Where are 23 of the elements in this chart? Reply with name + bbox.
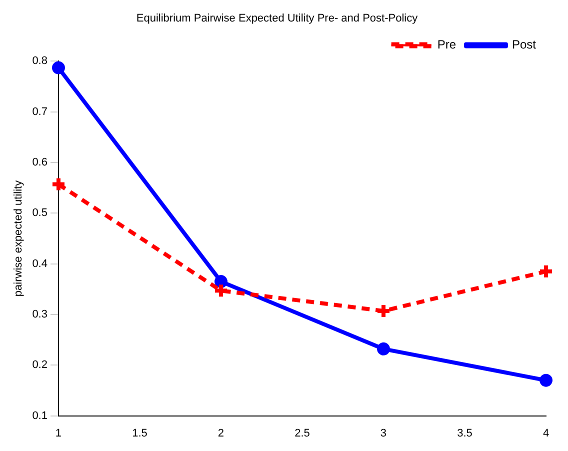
y-tick-label: 0.3 <box>32 308 48 321</box>
y-tick-label: 0.7 <box>32 106 48 118</box>
y-axis-title: pairwise expected utility <box>12 180 25 297</box>
y-tick-label: 0.6 <box>32 156 48 169</box>
point <box>376 342 390 356</box>
point <box>52 61 65 74</box>
y-tick-label: 0.1 <box>32 410 48 422</box>
point <box>540 374 552 387</box>
y-tick-label: 0.4 <box>32 258 48 270</box>
x-tick-label: 3.5 <box>457 427 472 440</box>
legend-label: Post <box>512 38 537 52</box>
x-tick-label: 1.5 <box>132 427 148 440</box>
x-tick-label: 2 <box>218 427 224 440</box>
x-tick-label: 3 <box>380 427 387 440</box>
y-tick-label: 0.2 <box>32 359 48 372</box>
chart-title: Equilibrium Pairwise Expected Utility Pre- and Post-Policy <box>136 12 418 25</box>
point <box>538 263 554 280</box>
x-tick-label: 1 <box>55 427 62 440</box>
x-tick-label: 2.5 <box>294 427 310 440</box>
y-tick-label: 0.5 <box>32 207 48 220</box>
y-tick-label: 0.8 <box>32 55 48 68</box>
x-tick-label: 4 <box>542 427 550 440</box>
legend-label: Pre <box>437 38 456 52</box>
